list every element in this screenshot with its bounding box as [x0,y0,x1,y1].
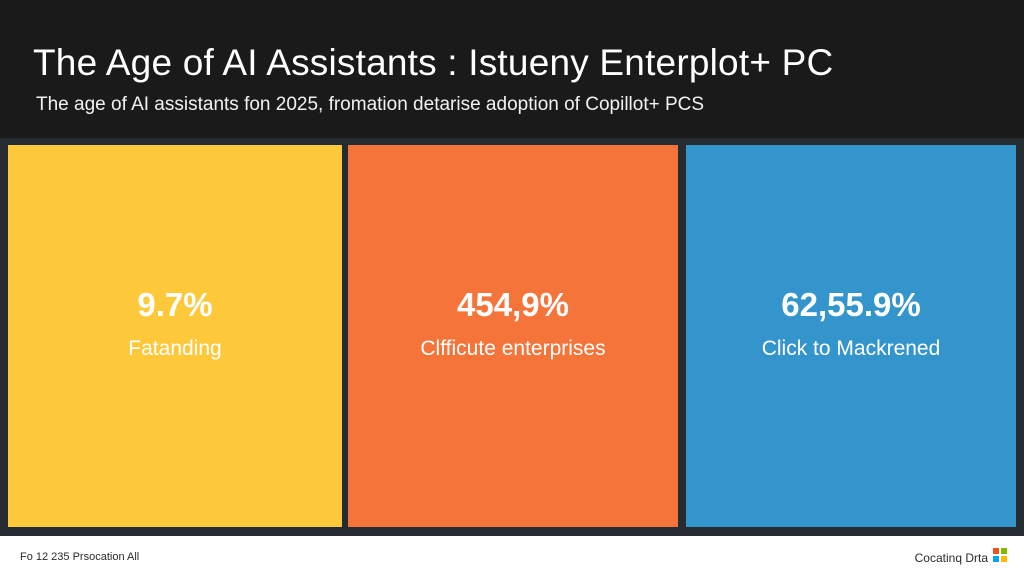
header-bar: The Age of AI Assistants : Istueny Enter… [0,0,1024,138]
stat-label: Fatanding [128,337,222,360]
stat-label: Click to Mackrened [761,337,941,360]
logo-square [1001,556,1007,562]
logo-square [1001,548,1007,554]
footer-bar: Fo 12 235 Prsocation All Cocatinq Drta [0,536,1024,576]
stat-panel-blue: 62,55.9% Click to Mackrened [686,145,1016,527]
slide-subtitle: The age of AI assistants fon 2025, froma… [36,94,705,115]
logo-square [993,548,999,554]
stat-value: 454,9% [457,286,569,323]
stat-value: 9.7% [137,286,213,323]
slide-title: The Age of AI Assistants : Istueny Enter… [33,42,834,83]
stat-panel-orange: 454,9% Clfficute enterprises [348,145,678,527]
logo-square [993,556,999,562]
stat-panels: 9.7% Fatanding 454,9% Clfficute enterpri… [0,145,1024,527]
windows-logo-icon [993,548,1007,562]
stat-panel-yellow: 9.7% Fatanding [8,145,342,527]
stat-value: 62,55.9% [781,286,921,323]
footer-left-text: Fo 12 235 Prsocation All [20,551,140,563]
stat-label: Clfficute enterprises [420,337,606,360]
footer-right-text: Cocatinq Drta [914,551,988,565]
